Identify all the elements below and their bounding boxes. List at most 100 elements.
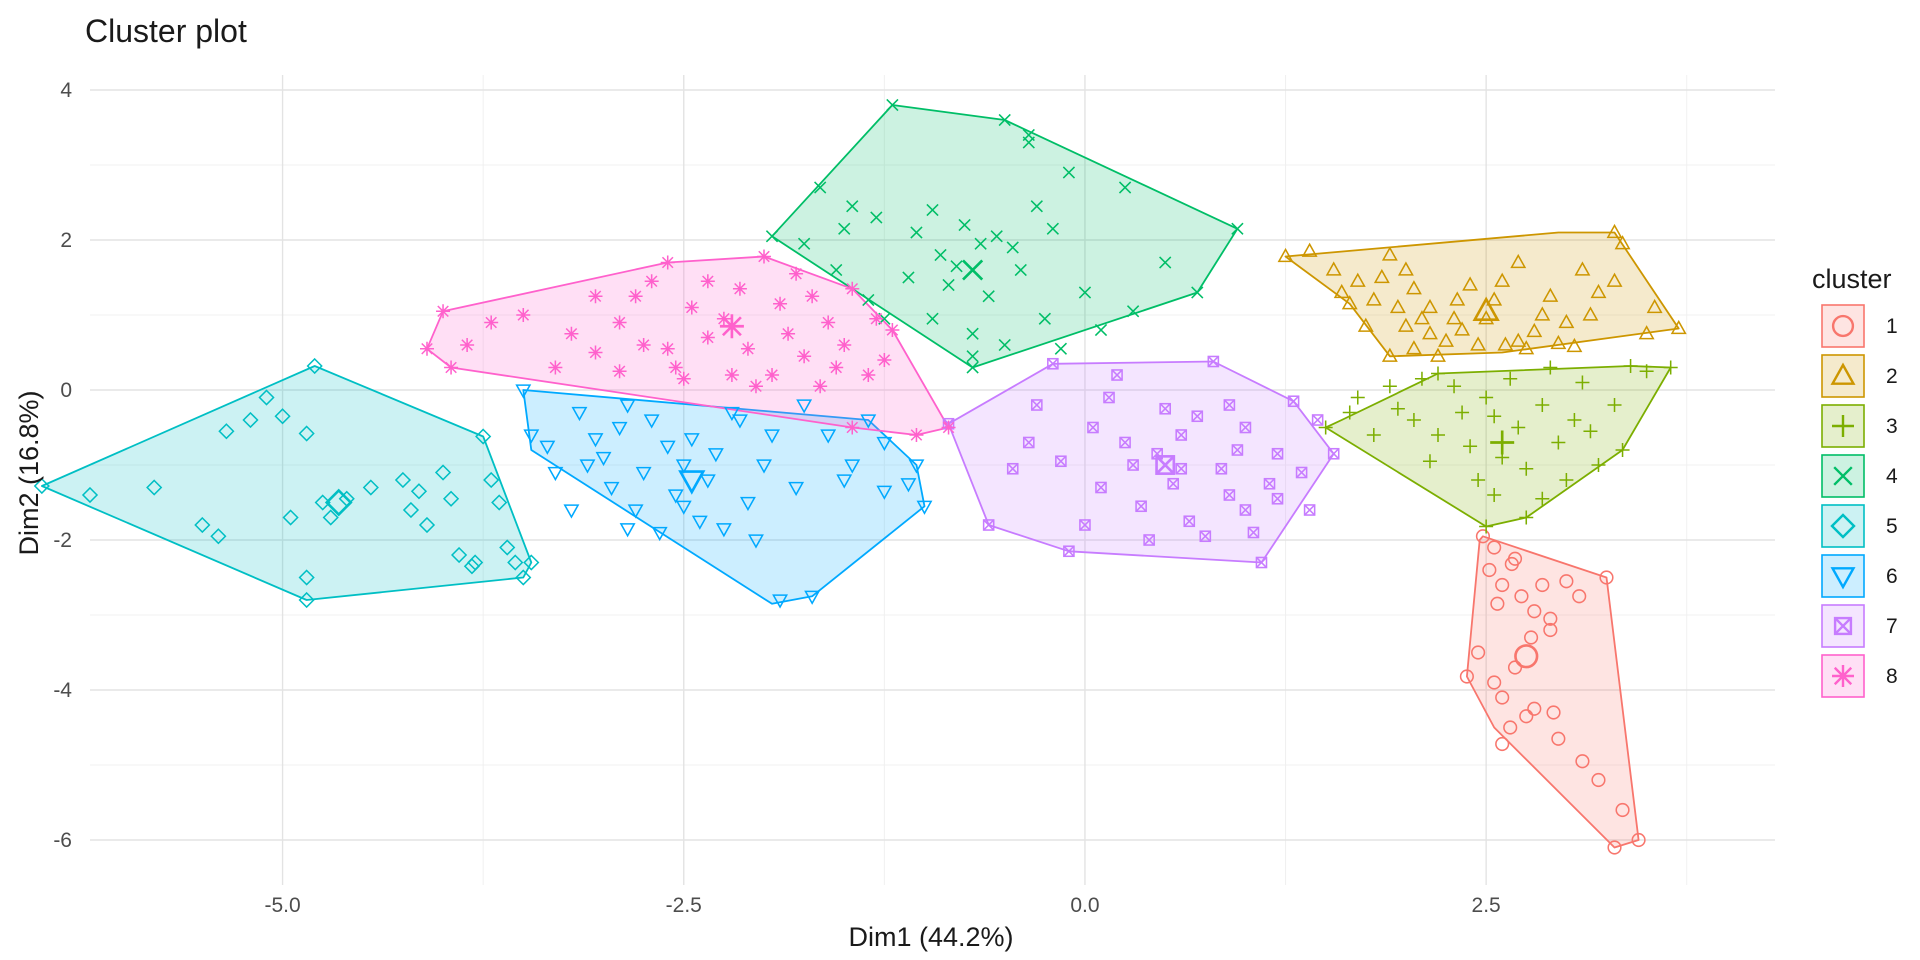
x-tick-label: -2.5	[666, 894, 702, 917]
data-point	[1487, 675, 1502, 690]
data-point	[1183, 515, 1196, 528]
data-point	[941, 420, 956, 435]
data-point	[1510, 332, 1527, 347]
data-point	[950, 260, 963, 273]
data-point	[1223, 489, 1236, 501]
data-point	[1486, 291, 1503, 306]
legend-label: 7	[1886, 615, 1898, 638]
data-point	[1055, 455, 1067, 468]
cluster-series-5	[33, 357, 540, 609]
data-point	[966, 327, 979, 340]
data-point	[1606, 272, 1623, 287]
data-point	[1239, 421, 1252, 434]
data-point	[900, 478, 917, 493]
data-point	[724, 368, 739, 382]
data-point	[845, 420, 860, 435]
data-point	[1126, 305, 1140, 318]
data-point	[916, 500, 933, 515]
data-point	[1405, 280, 1422, 295]
data-point	[1431, 366, 1445, 381]
data-point	[1295, 466, 1308, 479]
data-point	[1527, 701, 1542, 716]
data-point	[1494, 272, 1511, 287]
data-point	[876, 485, 893, 500]
data-point	[1535, 577, 1550, 593]
data-point	[612, 315, 627, 330]
data-point	[739, 496, 756, 512]
data-point	[1524, 630, 1539, 645]
data-point	[1511, 420, 1526, 435]
data-point	[820, 429, 837, 444]
data-point	[862, 293, 875, 307]
data-point	[1574, 261, 1591, 276]
data-point	[1311, 414, 1324, 426]
data-point	[563, 504, 580, 519]
data-point	[1551, 731, 1566, 746]
data-point	[1199, 530, 1212, 543]
data-point	[1301, 242, 1318, 257]
data-point	[869, 311, 884, 326]
data-point	[1389, 298, 1406, 314]
data-point	[796, 399, 813, 414]
data-point	[1191, 410, 1204, 423]
data-point	[830, 263, 843, 277]
data-point	[1599, 570, 1614, 585]
data-point	[1111, 369, 1123, 381]
x-axis-title: Dim1 (44.2%)	[848, 922, 1013, 952]
data-point	[1038, 312, 1051, 325]
data-point	[1255, 556, 1268, 569]
data-point	[1470, 336, 1487, 351]
data-point	[1479, 390, 1494, 405]
data-point	[1550, 334, 1567, 350]
data-point	[1030, 399, 1043, 411]
data-point	[757, 249, 771, 264]
data-point	[908, 459, 925, 474]
data-point	[1054, 342, 1068, 355]
legend-marker	[1830, 513, 1856, 539]
data-point	[1487, 409, 1502, 424]
data-point	[1341, 295, 1358, 310]
data-point	[861, 368, 876, 382]
legend-item-5: 5	[1821, 504, 1898, 548]
data-point	[886, 98, 899, 112]
data-point	[1263, 477, 1276, 490]
data-point	[1078, 286, 1092, 299]
data-point	[1551, 435, 1566, 450]
data-point	[700, 330, 715, 345]
cluster-center-2	[1472, 296, 1500, 321]
data-point	[1503, 371, 1518, 386]
data-point	[1022, 436, 1035, 449]
data-point	[838, 222, 851, 235]
data-point	[731, 414, 748, 429]
y-axis-title: Dim2 (16.8%)	[14, 390, 44, 555]
data-point	[436, 304, 451, 319]
data-point	[1510, 253, 1527, 269]
cluster-center-3	[1490, 430, 1515, 455]
data-point	[1175, 462, 1188, 475]
data-point	[1475, 529, 1491, 544]
data-point	[603, 481, 620, 497]
data-point	[1063, 545, 1075, 558]
cluster-hull-7	[947, 360, 1335, 564]
data-point	[564, 326, 579, 341]
data-point	[1519, 461, 1534, 476]
legend-marker	[1830, 362, 1856, 385]
legend-item-4: 4	[1821, 454, 1898, 498]
data-point	[362, 479, 379, 496]
data-point	[1430, 347, 1446, 362]
data-point	[1271, 492, 1284, 505]
data-point	[1062, 166, 1076, 179]
data-point	[1231, 222, 1244, 235]
data-point	[732, 281, 747, 296]
data-point	[1422, 325, 1438, 340]
cluster-series-3	[1318, 359, 1678, 534]
data-point	[1535, 491, 1550, 506]
data-point	[958, 218, 971, 232]
data-point	[668, 360, 683, 375]
data-point	[1239, 504, 1252, 516]
data-point	[491, 494, 508, 511]
cluster-series-7	[942, 355, 1340, 569]
data-point	[194, 516, 211, 534]
data-point	[829, 360, 844, 375]
data-point	[1366, 428, 1381, 442]
